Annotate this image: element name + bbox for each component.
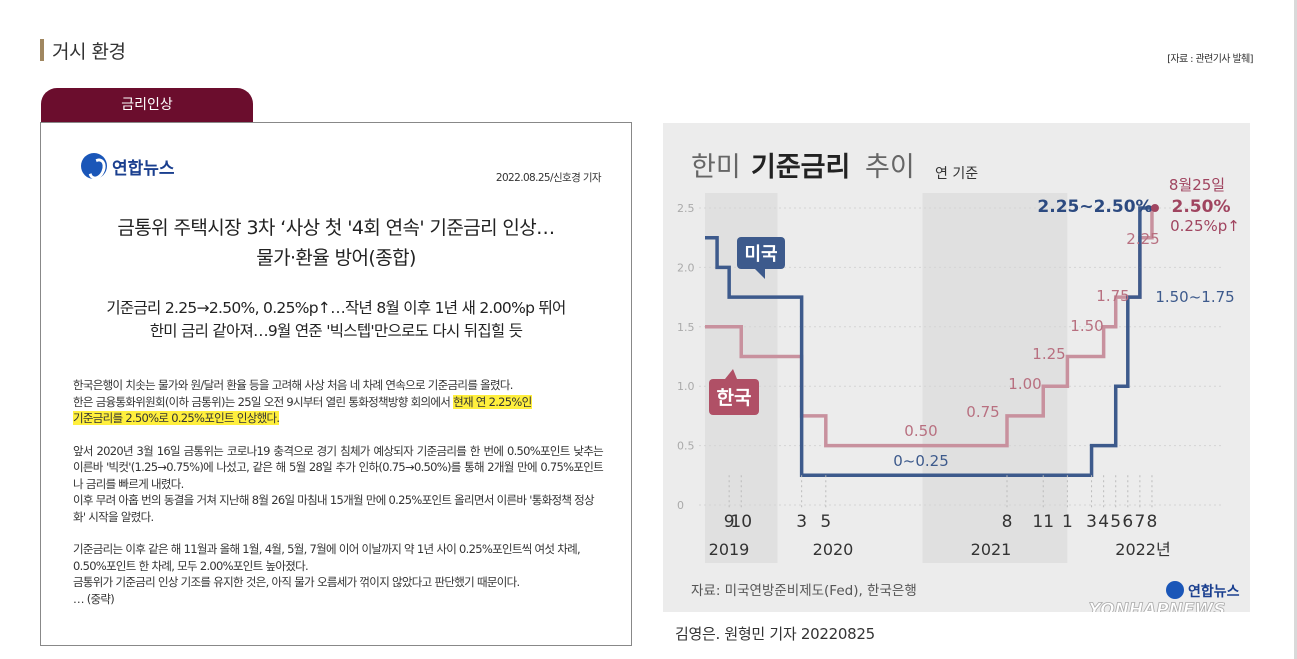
korea-value-label: 1.75 [1096, 287, 1129, 305]
x-tick-label: 10 [730, 512, 752, 532]
x-tick-label: 1 [1062, 512, 1073, 532]
yonhap-logo-icon [81, 153, 107, 179]
chart-title-b: 추이 [865, 152, 915, 183]
paragraph-4-line-2: 금통위가 기준금리 인상 기조를 유지한 것은, 아직 물가 오름세가 꺾이지 … [73, 575, 520, 589]
annotation-date: 8월25일 [1169, 176, 1225, 194]
section-marker [40, 39, 44, 61]
x-tick-label: 11 [1032, 512, 1054, 532]
year-band-2021 [922, 193, 1068, 563]
chart-title-note: 연 기준 [935, 166, 978, 182]
y-tick-label: 2.0 [677, 261, 695, 274]
x-tick-label: 5 [1110, 512, 1121, 532]
x-tick-label: 3 [1086, 512, 1097, 532]
series-name-us: 미국 [744, 244, 777, 265]
logo-text: 연합뉴스 [112, 158, 175, 179]
article-body: 한국은행이 치솟는 물가와 원/달러 환율 등을 고려해 사상 처음 네 차례 … [73, 377, 604, 607]
article-headline: 금통위 주택시장 3차 ‘사상 첫 '4회 연속' 기준금리 인상… 물가·환율… [61, 213, 611, 273]
chart-credit: 김영은. 원형민 기자 20220825 [675, 625, 875, 643]
x-year-label: 2022년 [1115, 540, 1170, 559]
y-tick-label: 0 [677, 499, 684, 512]
paragraph-4-line-3: … (중략) [73, 591, 115, 606]
korea-value-label: 0.75 [966, 403, 999, 421]
chart-logo-text: 연합뉴스 [1188, 583, 1240, 600]
korea-value-label: 1.00 [1008, 375, 1041, 393]
us-value-label: 1.50~1.75 [1155, 288, 1234, 306]
p1-line-2: 한은 금융통화위원회(이하 금통위)는 25일 오전 9시부터 열린 통화정책방… [73, 394, 454, 409]
y-tick-label: 1.5 [677, 321, 695, 334]
chart-title-a: 한미 [691, 152, 741, 183]
section-title: 거시 환경 [52, 41, 126, 63]
rate-chart: 2.5 2.0 1.5 1.0 0.5 0 한미 기준금리 추이 연 기준 미국 한국 0.50 0.75… [663, 123, 1250, 612]
y-tick-label: 2.5 [677, 202, 695, 215]
annotation-change: 0.25%p↑ [1170, 217, 1240, 235]
x-tick-label: 4 [1098, 512, 1109, 532]
series-badge-us-pointer [755, 269, 765, 279]
y-tick-label: 1.0 [677, 380, 695, 393]
y-tick-label: 0.5 [677, 440, 695, 453]
chart-source: 자료: 미국연방준비제도(Fed), 한국은행 [691, 583, 917, 599]
paragraph-3: 이후 무려 아홉 번의 동결을 거쳐 지난해 8월 26일 마침내 15개월 만… [73, 493, 595, 524]
yonhap-logo: 연합뉴스 [81, 153, 175, 179]
p1-line-1: 한국은행이 치솟는 물가와 원/달러 환율 등을 고려해 사상 처음 네 차례 … [73, 378, 513, 392]
korea-value-label: 1.25 [1032, 345, 1065, 363]
source-reference: [자료 : 관련기사 발췌] [1167, 54, 1254, 65]
x-tick-label: 8 [1147, 512, 1158, 532]
korea-value-label: 0.50 [904, 422, 937, 440]
paragraph-2: 앞서 2020년 3월 16일 금통위는 코로나19 충격으로 경기 침체가 예… [73, 443, 604, 491]
watermark-text: YONHAPNEWS [1088, 600, 1225, 612]
annotation-value: 2.50% [1172, 197, 1231, 217]
x-tick-label: 3 [796, 512, 807, 532]
chart-logo-icon [1166, 581, 1184, 599]
news-article: 연합뉴스 2022.08.25/신호경 기자 금통위 주택시장 3차 ‘사상 첫… [40, 122, 632, 646]
tab-rate-hike[interactable]: 금리인상 [41, 88, 253, 122]
subhead-line-2: 한미 금리 같아져…9월 연준 '빅스텝'만으로도 다시 뒤집힐 듯 [149, 322, 523, 340]
korea-value-label: 1.50 [1070, 317, 1103, 335]
x-year-label: 2020 [813, 540, 854, 559]
korea-value-label: 2.25 [1126, 230, 1159, 248]
x-year-label: 2019 [709, 540, 750, 559]
highlight-a: 현재 연 2.25%인 [453, 394, 532, 409]
x-tick-label: 7 [1134, 512, 1145, 532]
series-badge-korea [709, 379, 759, 415]
article-subhead: 기준금리 2.25→2.50%, 0.25%p↑…작년 8월 이후 1년 새 2… [61, 297, 611, 343]
highlight-b: 기준금리를 2.50%로 0.25%포인트 인상했다. [73, 411, 280, 425]
x-year-label: 2021 [971, 540, 1012, 559]
x-tick-label: 5 [820, 512, 831, 532]
headline-line-1: 금통위 주택시장 3차 ‘사상 첫 '4회 연속' 기준금리 인상… [117, 217, 555, 239]
series-badge-korea-pointer [725, 369, 737, 379]
page-edge-rule [1294, 0, 1297, 659]
headline-line-2: 물가·환율 방어(종합) [256, 247, 416, 269]
paragraph-4-line-1: 기준금리는 이후 같은 해 11월과 올해 1월, 4월, 5월, 7월에 이어… [73, 542, 581, 573]
series-badge-us [737, 237, 785, 269]
subhead-line-1: 기준금리 2.25→2.50%, 0.25%p↑…작년 8월 이후 1년 새 2… [106, 299, 566, 317]
us-value-label: 2.25~2.50% [1037, 197, 1152, 217]
chart-title-bold: 기준금리 [751, 152, 850, 183]
us-value-label: 0~0.25 [893, 452, 949, 470]
x-tick-label: 9 [724, 512, 735, 532]
article-date: 2022.08.25/신호경 기자 [495, 172, 602, 184]
series-line-us [705, 206, 1156, 478]
x-tick-label: 8 [1002, 512, 1013, 532]
paragraph-1: 한국은행이 치솟는 물가와 원/달러 환율 등을 고려해 사상 처음 네 차례 … [73, 377, 603, 427]
current-rate-marker [1150, 204, 1159, 212]
series-name-korea: 한국 [717, 387, 752, 409]
x-tick-label: 6 [1122, 512, 1133, 532]
